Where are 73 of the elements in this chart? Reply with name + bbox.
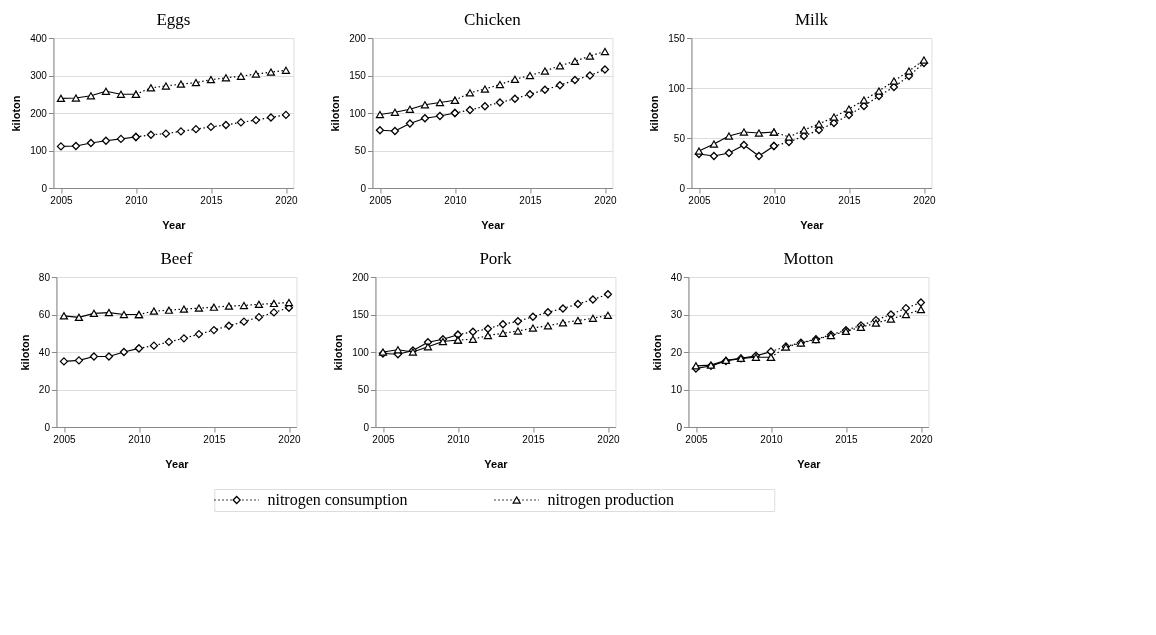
chart-title: Beef xyxy=(160,249,193,268)
x-axis-title: Year xyxy=(800,218,825,231)
x-axis-title: Year xyxy=(484,457,509,470)
chart-title: Chicken xyxy=(464,10,522,29)
x-tick-label: 2005 xyxy=(688,194,711,206)
y-tick-label: 100 xyxy=(30,145,48,156)
x-tick-label: 2015 xyxy=(203,433,226,445)
y-axis-title: kiloton xyxy=(650,334,663,371)
x-tick-label: 2010 xyxy=(447,433,470,445)
x-tick-label: 2015 xyxy=(200,194,223,206)
x-tick-label: 2020 xyxy=(913,194,936,206)
y-tick-label: 20 xyxy=(670,346,683,358)
y-tick-label: 0 xyxy=(44,421,51,433)
y-tick-label: 150 xyxy=(349,70,367,81)
y-tick-label: 150 xyxy=(668,32,686,44)
x-tick-label: 2010 xyxy=(763,194,786,206)
x-tick-label: 2020 xyxy=(597,433,620,445)
y-tick-label: 100 xyxy=(352,346,370,358)
x-tick-label: 2005 xyxy=(53,433,76,445)
legend-label: nitrogen consumption xyxy=(267,491,408,509)
y-tick-label: 60 xyxy=(38,309,51,320)
x-tick-label: 2005 xyxy=(50,194,73,206)
x-tick-label: 2015 xyxy=(519,194,542,206)
x-tick-label: 2005 xyxy=(685,433,708,445)
y-tick-label: 0 xyxy=(363,421,370,433)
x-axis-title: Year xyxy=(165,457,190,470)
y-tick-label: 30 xyxy=(670,309,683,320)
y-tick-label: 200 xyxy=(349,32,367,44)
y-tick-label: 100 xyxy=(668,82,686,94)
y-tick-label: 300 xyxy=(30,70,48,81)
y-axis-title: kiloton xyxy=(329,95,342,132)
y-tick-label: 10 xyxy=(670,384,683,395)
y-tick-label: 50 xyxy=(673,132,686,144)
y-tick-label: 0 xyxy=(679,182,686,194)
y-tick-label: 50 xyxy=(357,384,370,395)
x-axis-title: Year xyxy=(797,457,822,470)
x-tick-label: 2020 xyxy=(910,433,933,445)
chart-title: Milk xyxy=(794,10,829,29)
y-tick-label: 100 xyxy=(349,107,367,119)
x-tick-label: 2010 xyxy=(125,194,148,206)
x-axis-title: Year xyxy=(162,218,187,231)
x-tick-label: 2015 xyxy=(835,433,858,445)
chart-title: Eggs xyxy=(156,10,191,29)
x-tick-label: 2020 xyxy=(594,194,617,206)
x-tick-label: 2020 xyxy=(275,194,298,206)
y-axis-title: kiloton xyxy=(332,334,345,371)
y-tick-label: 200 xyxy=(30,107,48,119)
x-axis-title: Year xyxy=(481,218,506,231)
y-tick-label: 0 xyxy=(41,182,48,194)
x-tick-label: 2005 xyxy=(369,194,392,206)
x-tick-label: 2005 xyxy=(372,433,395,445)
x-tick-label: 2010 xyxy=(760,433,783,445)
x-tick-label: 2015 xyxy=(838,194,861,206)
y-axis-title: kiloton xyxy=(10,95,23,132)
x-tick-label: 2010 xyxy=(128,433,151,445)
x-tick-label: 2015 xyxy=(522,433,545,445)
y-axis-title: kiloton xyxy=(18,334,31,371)
y-tick-label: 150 xyxy=(352,309,370,320)
legend-label: nitrogen production xyxy=(547,491,675,509)
x-tick-label: 2010 xyxy=(444,194,467,206)
x-tick-label: 2020 xyxy=(278,433,301,445)
chart-title: Pork xyxy=(479,249,512,268)
y-axis-title: kiloton xyxy=(648,95,661,132)
y-tick-label: 50 xyxy=(354,145,367,156)
y-tick-label: 40 xyxy=(670,271,683,283)
y-tick-label: 80 xyxy=(38,271,51,283)
chart-title: Motton xyxy=(783,249,834,268)
y-tick-label: 20 xyxy=(38,384,51,395)
y-tick-label: 0 xyxy=(676,421,683,433)
y-tick-label: 40 xyxy=(38,346,51,358)
y-tick-label: 200 xyxy=(352,271,370,283)
y-tick-label: 0 xyxy=(360,182,367,194)
y-tick-label: 400 xyxy=(30,32,48,44)
